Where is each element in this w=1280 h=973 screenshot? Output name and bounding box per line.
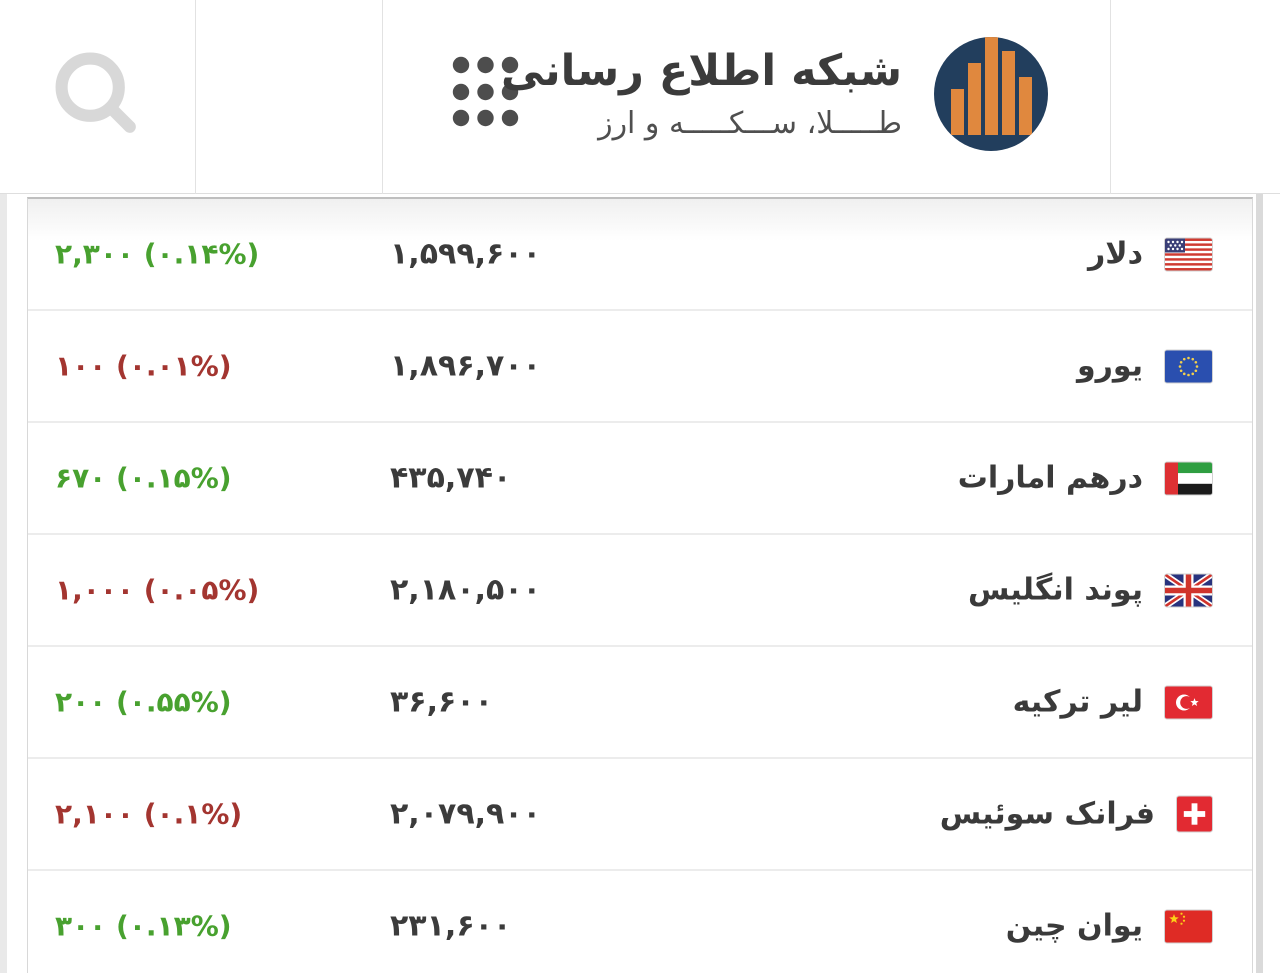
apps-button[interactable] [196,0,519,194]
currency-name: یوان چین [1005,908,1143,944]
change-value: ۱۰۰ (۰.۰۱%) [55,349,232,383]
price-value: ۱,۸۹۶,۷۰۰ [390,348,541,384]
page-title: شبکه اطلاع رسانی [501,46,902,97]
change-value: ۳۰۰ (۰.۱۳%) [55,909,232,943]
price-value: ۲,۱۸۰,۵۰۰ [390,572,541,608]
currency-row[interactable]: ۲,۱۰۰ (۰.۱%) ۲,۰۷۹,۹۰۰ فرانک سوئیس [28,759,1252,871]
price-value: ۴۳۵,۷۴۰ [390,460,512,496]
price-value: ۳۶,۶۰۰ [390,684,493,720]
price-value: ۲۳۱,۶۰۰ [390,908,512,944]
change-value: ۲,۳۰۰ (۰.۱۴%) [55,237,260,271]
flag-cn-icon [1165,910,1212,942]
change-value: ۶۷۰ (۰.۱۵%) [55,461,232,495]
currency-row[interactable]: ۱۰۰ (۰.۰۱%) ۱,۸۹۶,۷۰۰ یورو [28,311,1252,423]
currency-name: یورو [1077,348,1143,384]
header: شبکه اطلاع رسانی طـــــلا، ســـکـــــه و… [0,0,1280,194]
flag-ae-icon [1165,462,1212,494]
currency-name: دلار [1087,236,1143,272]
currency-name: فرانک سوئیس [939,796,1155,832]
currency-name: پوند انگلیس [967,572,1143,608]
site-logo[interactable]: شبکه اطلاع رسانی طـــــلا، ســـکـــــه و… [501,37,1048,151]
flag-tr-icon [1165,686,1212,718]
currency-row[interactable]: ۲,۳۰۰ (۰.۱۴%) ۱,۵۹۹,۶۰۰ دلار [28,199,1252,311]
currency-rates-table: ۲,۳۰۰ (۰.۱۴%) ۱,۵۹۹,۶۰۰ دلار [27,197,1253,973]
flag-ch-icon [1177,796,1212,832]
change-value: ۲,۱۰۰ (۰.۱%) [55,797,243,831]
menu-button[interactable] [1110,0,1280,194]
change-value: ۱,۰۰۰ (۰.۰۵%) [55,573,260,607]
left-edge-strip [0,194,7,973]
bar-chart-logo-icon [934,37,1048,151]
change-value: ۲۰۰ (۰.۵۵%) [55,685,232,719]
currency-name: لیر ترکیه [1012,684,1143,720]
search-button[interactable] [0,0,196,194]
currency-row[interactable]: ۳۰۰ (۰.۱۳%) ۲۳۱,۶۰۰ یوان چین [28,871,1252,973]
scrollbar[interactable] [1256,194,1263,973]
currency-name: درهم امارات [957,460,1143,496]
search-icon [55,52,136,133]
price-value: ۲,۰۷۹,۹۰۰ [390,796,541,832]
currency-row[interactable]: ۲۰۰ (۰.۵۵%) ۳۶,۶۰۰ لیر ترکیه [28,647,1252,759]
flag-eu-icon [1165,350,1212,382]
currency-row[interactable]: ۶۷۰ (۰.۱۵%) ۴۳۵,۷۴۰ درهم امارات [28,423,1252,535]
apps-grid-icon [452,56,519,127]
page-subtitle: طـــــلا، ســـکـــــه و ارز [598,105,902,141]
currency-row[interactable]: ۱,۰۰۰ (۰.۰۵%) ۲,۱۸۰,۵۰۰ پوند انگلیس [28,535,1252,647]
flag-gb-icon [1165,574,1212,606]
price-value: ۱,۵۹۹,۶۰۰ [390,236,541,272]
flag-us-icon [1165,238,1212,270]
